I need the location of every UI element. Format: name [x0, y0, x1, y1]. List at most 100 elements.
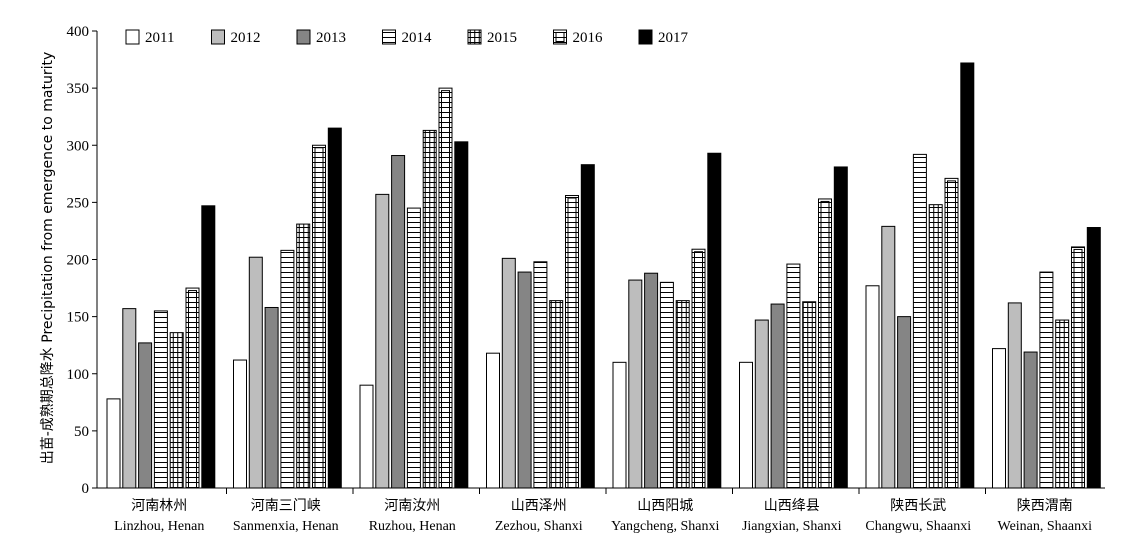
- bar-2011: [486, 352, 500, 489]
- bar-2015: [422, 129, 437, 489]
- bar-inner-frame: [441, 90, 450, 489]
- legend-label: 2017: [658, 30, 689, 46]
- bar-2011: [233, 359, 247, 489]
- y-tick-label: 200: [67, 253, 90, 269]
- bar-inner-frame: [314, 147, 324, 489]
- bar-inner-frame: [188, 290, 197, 489]
- bar-2013: [391, 155, 406, 489]
- legend-swatch: [211, 29, 225, 45]
- y-axis: 0 50 100 150 200 250 300 350 400: [67, 24, 98, 497]
- bar-2011: [992, 348, 1006, 489]
- legend-item: 2014: [382, 29, 433, 46]
- category-label-en: Linzhou, Henan: [114, 519, 204, 534]
- legend-item: 2017: [638, 29, 689, 46]
- legend-swatch: [553, 29, 567, 45]
- bar-inner-frame: [947, 180, 956, 489]
- category-label-zh: 河南三门峡: [251, 498, 321, 514]
- bar-2014: [533, 261, 548, 489]
- bars-group: [106, 62, 1101, 489]
- legend-item: 2015: [467, 29, 517, 46]
- category-label-zh: 山西绛县: [764, 498, 820, 514]
- category-label-zh: 陕西长武: [890, 498, 946, 514]
- bar-2013: [897, 316, 912, 489]
- category-label-en: Sanmenxia, Henan: [233, 519, 339, 534]
- bar-2011: [612, 361, 627, 489]
- legend-item: 2011: [125, 29, 174, 46]
- bar-2017: [707, 152, 722, 489]
- legend: 2011 2012 2013 2014 2015 2016 2017: [125, 29, 689, 46]
- legend-label: 2016: [573, 30, 604, 46]
- legend-swatch: [125, 29, 140, 45]
- y-tick-label: 350: [67, 81, 90, 97]
- bar-2016: [565, 195, 579, 489]
- bar-2016: [185, 287, 200, 489]
- category-label-en: Weinan, Shaanxi: [997, 519, 1092, 534]
- y-tick-label: 250: [67, 195, 90, 211]
- bar-2012: [628, 279, 643, 489]
- bar-2017: [1086, 227, 1101, 489]
- bar-2012: [248, 256, 263, 489]
- bar-2013: [1023, 351, 1038, 489]
- bar-2016: [1071, 246, 1085, 489]
- category-label-en: Jiangxian, Shanxi: [742, 519, 842, 534]
- bar-2015: [928, 204, 943, 489]
- bar-2017: [201, 205, 216, 489]
- bar-2016: [312, 144, 326, 489]
- bar-2016: [438, 87, 453, 489]
- category-label-zh: 山西泽州: [511, 498, 567, 514]
- bar-2012: [754, 319, 769, 489]
- category-label-en: Zezhou, Shanxi: [495, 519, 583, 534]
- bar-2013: [517, 271, 532, 489]
- category-label-zh: 河南汝州: [384, 498, 440, 514]
- y-tick-label: 100: [67, 367, 90, 383]
- legend-label: 2012: [231, 30, 261, 46]
- legend-item: 2016: [553, 29, 604, 46]
- bar-2015: [1055, 319, 1070, 489]
- x-axis: [97, 487, 1105, 494]
- bar-2017: [960, 62, 975, 489]
- legend-swatch: [638, 29, 653, 45]
- category-labels: 河南林州 Linzhou, Henan 河南三门峡 Sanmenxia, Henan 河…: [114, 498, 1092, 534]
- bar-2016: [691, 248, 706, 489]
- bar-2017: [454, 141, 469, 489]
- y-tick-label: 150: [67, 310, 90, 326]
- bar-2015: [296, 223, 311, 489]
- bar-2016: [818, 198, 832, 489]
- bar-2012: [122, 308, 137, 489]
- category-label-zh: 河南林州: [131, 498, 187, 514]
- bar-inner-frame: [1073, 248, 1083, 489]
- legend-label: 2013: [316, 30, 346, 46]
- category-label-en: Ruzhou, Henan: [369, 519, 456, 534]
- bar-2014: [786, 263, 801, 489]
- bar-inner-frame: [820, 200, 830, 489]
- legend-label: 2015: [487, 30, 517, 46]
- bar-2014: [659, 281, 674, 489]
- legend-swatch: [382, 29, 396, 45]
- bar-2013: [264, 306, 279, 489]
- bar-inner-frame: [567, 197, 577, 489]
- legend-item: 2013: [296, 29, 346, 46]
- bar-2013: [644, 272, 659, 489]
- y-axis-label: 出苗-成熟期总降水 Precipitation from emergence t…: [40, 52, 56, 465]
- category-label-en: Yangcheng, Shanxi: [611, 519, 719, 534]
- bar-2015: [549, 300, 564, 489]
- legend-swatch: [467, 29, 482, 45]
- bar-2017: [327, 127, 342, 489]
- bar-2012: [501, 257, 516, 489]
- category-label-zh: 山西阳城: [637, 498, 693, 514]
- legend-label: 2014: [402, 30, 433, 46]
- bar-2017: [833, 166, 848, 489]
- bar-2014: [153, 310, 168, 489]
- bar-2016: [944, 177, 959, 489]
- bar-2014: [1039, 271, 1054, 489]
- bar-2015: [675, 300, 690, 489]
- bar-2011: [106, 398, 121, 489]
- legend-label: 2011: [145, 30, 174, 46]
- y-tick-label: 50: [74, 424, 89, 440]
- bar-2015: [169, 332, 184, 489]
- bar-2012: [375, 193, 390, 489]
- y-tick-label: 0: [82, 481, 90, 497]
- y-tick-label: 400: [67, 24, 90, 40]
- bar-2017: [580, 164, 595, 489]
